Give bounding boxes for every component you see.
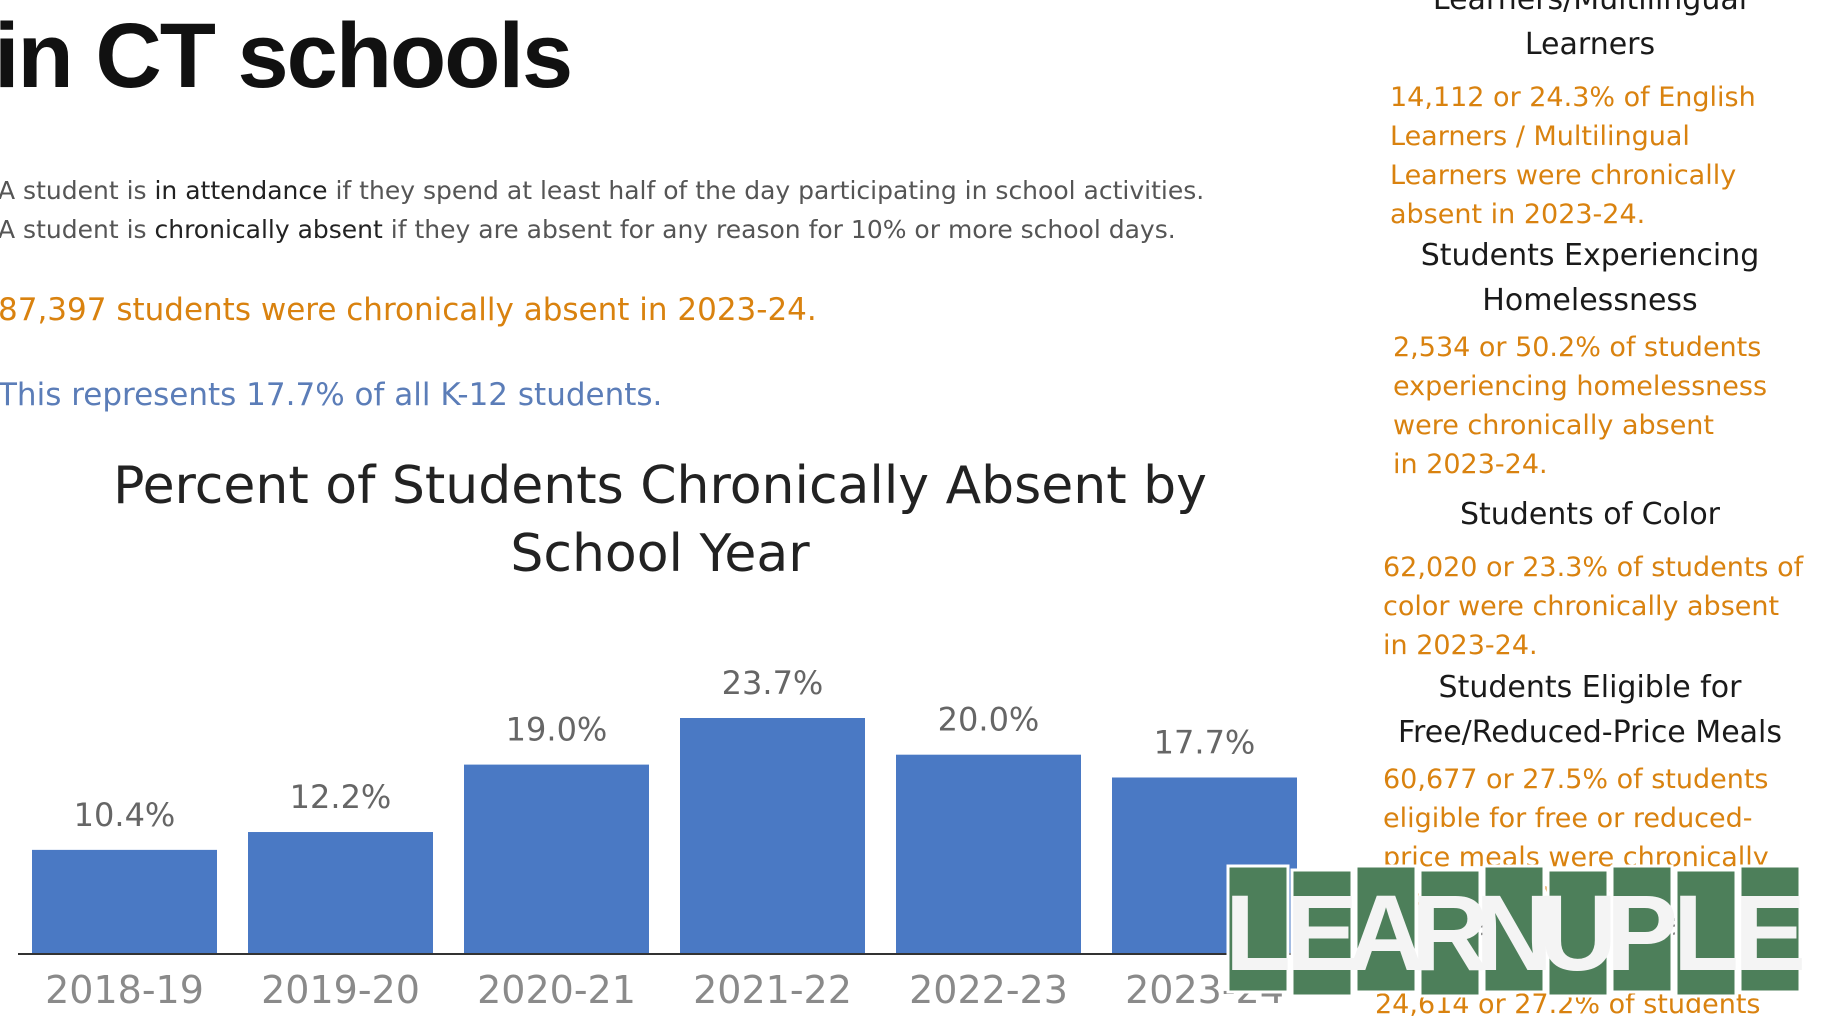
sidebar-heading: Students Experiencing <box>1420 238 1760 273</box>
bar-2020-21 <box>464 764 649 953</box>
sidebar-heading: Homelessness <box>1482 283 1698 318</box>
chronic-absence-definition: A student is chronically absent if they … <box>0 215 1176 244</box>
sidebar-heading: Students of Color <box>1459 497 1721 532</box>
logo-letter-tile <box>1674 868 1738 998</box>
page-title-line-1: Chronic Absenteeism <box>0 0 898 8</box>
bar-2021-22 <box>680 718 865 953</box>
sidebar-heading: Learners <box>1524 27 1656 62</box>
logo-letter: L <box>1673 872 1739 993</box>
sidebar-stat-line: experiencing homelessness <box>1393 371 1768 402</box>
sidebar-stat-line: Learners were chronically <box>1390 160 1737 191</box>
data-label: 19.0% <box>506 711 608 749</box>
definition-text: A student is <box>0 215 155 244</box>
logo-letter: E <box>1286 872 1358 993</box>
x-tick-label: 2019-20 <box>261 968 420 1012</box>
sidebar-stat-line: 62,020 or 23.3% of students of <box>1383 552 1804 583</box>
sidebar-stat-line: price meals were chronically <box>1383 842 1769 873</box>
sidebar-heading: Students Eligible for <box>1438 670 1742 705</box>
x-tick-label: 2020-21 <box>477 968 636 1012</box>
chart-title-line: Percent of Students Chronically Absent b… <box>113 456 1207 516</box>
sidebar-stat-line: 60,677 or 27.5% of students <box>1383 764 1769 795</box>
logo-letter-tile <box>1226 864 1290 994</box>
logo-letter: E <box>1734 872 1802 993</box>
definition-text: if they spend at least half of the day p… <box>327 176 1205 205</box>
data-label: 20.0% <box>938 701 1040 739</box>
x-tick-label: 2021-22 <box>693 968 852 1012</box>
bar-2018-19 <box>32 849 217 953</box>
attendance-definition: A student is in attendance if they spend… <box>0 176 1204 205</box>
sidebar-heading: Free/Reduced-Price Meals <box>1397 715 1782 750</box>
page-title: Chronic Absenteeism in CT schools <box>0 0 898 104</box>
logo-letter-tile <box>1354 864 1418 994</box>
sidebar-stat-line: Learners / Multilingual <box>1390 121 1690 152</box>
logo-letter: R <box>1411 872 1489 993</box>
sidebar-stat-line: eligible for free or reduced- <box>1383 803 1753 834</box>
sidebar-stat-line: in 2023-24. <box>1393 449 1548 480</box>
sidebar-stat-line: color were chronically absent <box>1383 591 1780 622</box>
sidebar-stat-line: in 2023-24. <box>1383 630 1538 661</box>
percent-of-students-stat: This represents 17.7% of all K-12 studen… <box>0 377 663 413</box>
logo-letter: P <box>1606 872 1678 993</box>
data-label: 10.4% <box>74 796 176 834</box>
bar-2022-23 <box>896 754 1081 953</box>
sidebar-stat-line: 14,112 or 24.3% of English <box>1390 82 1756 113</box>
chart-title-line: School Year <box>510 524 810 584</box>
logo-letter: L <box>1226 872 1291 993</box>
logo-letter-tile <box>1738 864 1802 994</box>
attendance-term: in attendance <box>154 176 328 205</box>
definition-text: if they are absent for any reason for 10… <box>382 215 1176 244</box>
logo-letter-tile <box>1290 868 1354 998</box>
logo-letter: N <box>1475 872 1553 993</box>
sidebar-stat-line: absent in 2023-24. <box>1390 199 1646 230</box>
x-tick-label: 2022-23 <box>909 968 1068 1012</box>
chronically-absent-term: chronically absent <box>154 215 383 244</box>
data-label: 12.2% <box>290 778 392 816</box>
sidebar-stat-line: were chronically absent <box>1393 410 1715 441</box>
definition-text: A student is <box>0 176 155 205</box>
bar-2019-20 <box>248 832 433 953</box>
logo-letter-tile <box>1546 868 1610 998</box>
sidebar-stat-line: 2,534 or 50.2% of students <box>1393 332 1762 363</box>
logo-letter-tile <box>1482 864 1546 994</box>
logo-letter-tile <box>1418 868 1482 998</box>
bar-chart-svg: Percent of Students Chronically Absent b… <box>18 456 1345 1012</box>
logo-letter: U <box>1539 872 1617 993</box>
x-tick-label: 2018-19 <box>45 968 204 1012</box>
logo-letter-tile <box>1610 864 1674 994</box>
data-label: 17.7% <box>1154 723 1256 761</box>
sidebar-heading: Learners/Multilingual <box>1380 0 1800 17</box>
data-label: 23.7% <box>722 664 824 702</box>
total-chronically-absent-stat: 87,397 students were chronically absent … <box>0 292 817 328</box>
chronic-absence-chart: Percent of Students Chronically Absent b… <box>0 455 1345 1019</box>
page-title-line-2: in CT schools <box>0 5 573 107</box>
logo-letter: A <box>1347 872 1425 993</box>
